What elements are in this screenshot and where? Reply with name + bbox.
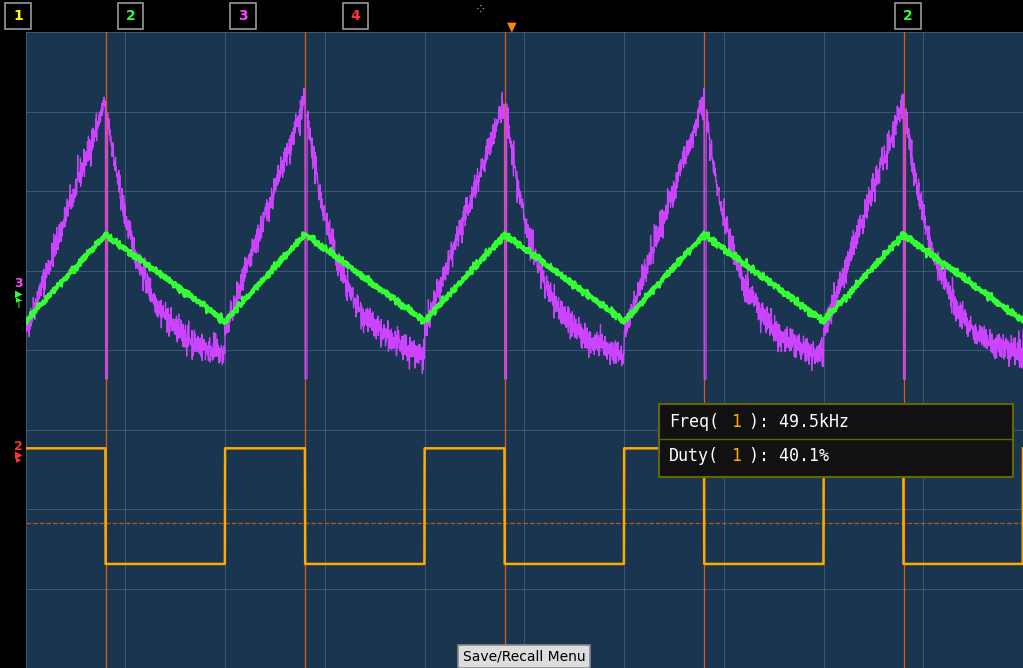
Text: Stop: Stop: [757, 9, 786, 23]
Text: ): 40.1%: ): 40.1%: [749, 448, 829, 465]
Text: ▶: ▶: [14, 450, 23, 460]
Text: 1.00V/: 1.00V/: [264, 9, 305, 23]
Text: f: f: [849, 9, 854, 23]
Text: ▶: ▶: [15, 458, 21, 463]
Text: 0.0s: 0.0s: [558, 9, 584, 23]
Text: 3: 3: [14, 277, 23, 291]
Bar: [230, 3, 256, 29]
Text: 2: 2: [126, 9, 135, 23]
Bar: [5, 3, 31, 29]
Text: 3: 3: [238, 9, 248, 23]
Text: 2: 2: [903, 9, 913, 23]
Text: Freq(: Freq(: [669, 413, 719, 431]
Bar: [659, 404, 1013, 477]
Text: 2.00V/: 2.00V/: [39, 9, 80, 23]
Text: ▶: ▶: [15, 298, 21, 303]
Text: 10.00μs/: 10.00μs/: [624, 9, 678, 23]
Text: Duty(: Duty(: [669, 448, 719, 465]
Text: 2: 2: [14, 440, 23, 454]
Bar: [118, 3, 143, 29]
Text: 15.4μ: 15.4μ: [926, 9, 962, 23]
Text: ⁘: ⁘: [475, 4, 487, 18]
Bar: [343, 3, 368, 29]
Text: ▶: ▶: [14, 289, 23, 299]
Text: 1: 1: [730, 448, 741, 465]
Text: ): 49.5kHz: ): 49.5kHz: [749, 413, 849, 431]
Text: Save/Recall Menu: Save/Recall Menu: [463, 649, 585, 663]
Bar: [895, 3, 921, 29]
Text: 10μ/: 10μ/: [151, 9, 179, 23]
Text: T: T: [15, 301, 21, 310]
Text: 1: 1: [13, 9, 23, 23]
Text: 4: 4: [351, 9, 360, 23]
Text: 1: 1: [730, 413, 741, 431]
Text: ▼: ▼: [506, 21, 517, 34]
